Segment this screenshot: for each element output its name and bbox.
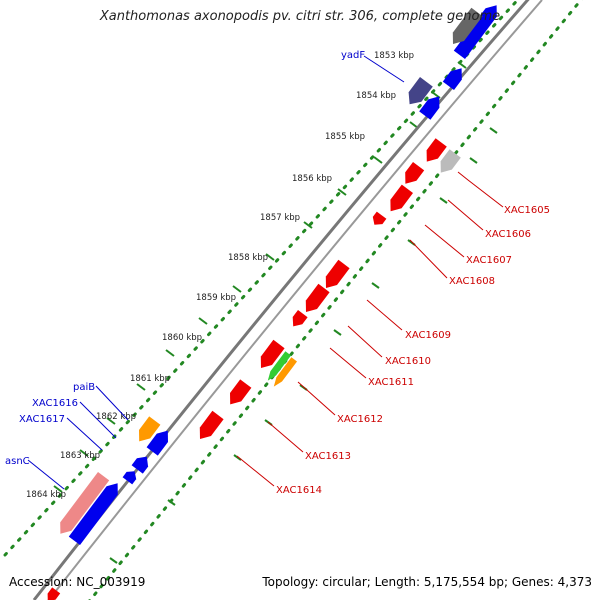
gene-forward[interactable] xyxy=(442,68,462,90)
label-connector xyxy=(447,199,484,231)
gene-label-XAC1613[interactable]: XAC1613 xyxy=(305,451,351,462)
gene-forward[interactable] xyxy=(68,483,118,545)
map-title: Xanthomonas axonopodis pv. citri str. 30… xyxy=(99,9,501,24)
label-connector xyxy=(347,325,383,358)
outer-dotted-guide xyxy=(88,0,583,600)
label-connector xyxy=(95,385,129,421)
label-connector xyxy=(267,421,304,453)
tick-mark xyxy=(469,157,478,164)
kbp-tick-label: 1857 kbp xyxy=(260,213,300,223)
gene-label-asnC[interactable]: asnC xyxy=(5,456,30,467)
accession-text: Accession: NC_003919 xyxy=(9,575,146,589)
label-connector xyxy=(66,417,103,451)
gene-reverse[interactable] xyxy=(260,339,285,368)
kbp-tick-label: 1854 kbp xyxy=(356,91,396,101)
tick-mark xyxy=(232,285,242,293)
tick-mark xyxy=(457,61,467,69)
gene-reverse[interactable] xyxy=(292,310,308,327)
gene-reverse[interactable] xyxy=(305,283,330,312)
gene-label-XAC1609[interactable]: XAC1609 xyxy=(405,330,451,341)
label-connector xyxy=(27,459,65,490)
kbp-tick-label: 1859 kbp xyxy=(196,293,236,303)
gene-label-XAC1614[interactable]: XAC1614 xyxy=(276,485,322,496)
gene-label-XAC1611[interactable]: XAC1611 xyxy=(368,377,414,388)
tick-mark xyxy=(303,221,313,229)
label-connector xyxy=(329,347,367,379)
label-connector xyxy=(363,55,405,83)
tick-mark xyxy=(489,127,498,134)
gene-label-XAC1605[interactable]: XAC1605 xyxy=(504,205,550,216)
gene-label-XAC1610[interactable]: XAC1610 xyxy=(385,356,431,367)
label-connector xyxy=(366,299,403,331)
gene-label-XAC1607[interactable]: XAC1607 xyxy=(466,255,512,266)
label-connector xyxy=(79,401,117,439)
kbp-tick-label: 1860 kbp xyxy=(162,333,202,343)
gene-reverse[interactable] xyxy=(405,162,425,184)
gene-asnC[interactable] xyxy=(60,472,110,534)
gene-forward[interactable] xyxy=(453,5,497,59)
gene-forward[interactable] xyxy=(146,430,168,456)
gene-reverse[interactable] xyxy=(199,410,224,439)
gene-reverse[interactable] xyxy=(372,211,387,225)
gene-label-paiB[interactable]: paiB xyxy=(73,382,95,393)
kbp-tick-label: 1855 kbp xyxy=(325,132,365,142)
kbp-tick-label: 1861 kbp xyxy=(130,374,170,384)
backbone-inner xyxy=(32,0,530,600)
gene-label-XAC1612[interactable]: XAC1612 xyxy=(337,414,383,425)
label-connector xyxy=(424,224,465,258)
tick-mark xyxy=(371,282,380,289)
gene-XAC1605[interactable] xyxy=(440,149,461,173)
gene-forward[interactable] xyxy=(122,471,137,485)
gene-forward[interactable] xyxy=(131,456,149,474)
kbp-tick-label: 1856 kbp xyxy=(292,174,332,184)
tick-mark xyxy=(439,197,448,204)
tick-mark xyxy=(53,485,63,493)
gene-yadF[interactable] xyxy=(408,77,433,105)
kbp-tick-label: 1862 kbp xyxy=(96,412,136,422)
gene-forward[interactable] xyxy=(419,96,440,120)
label-connector xyxy=(457,171,504,208)
label-connector xyxy=(236,455,275,487)
gene-reverse[interactable] xyxy=(325,259,350,288)
tick-mark xyxy=(265,253,275,261)
tick-mark xyxy=(136,383,146,391)
kbp-tick-label: 1853 kbp xyxy=(374,51,414,61)
kbp-tick-label: 1858 kbp xyxy=(228,253,268,263)
label-connector xyxy=(297,381,336,416)
tick-mark xyxy=(165,349,175,357)
gene-label-XAC1617[interactable]: XAC1617 xyxy=(19,414,65,425)
tick-mark xyxy=(109,557,118,564)
gene-paiB[interactable] xyxy=(139,416,161,442)
gene-reverse[interactable] xyxy=(390,184,413,212)
tick-mark xyxy=(198,317,208,325)
gene-label-yadF[interactable]: yadF xyxy=(341,50,365,61)
tick-mark xyxy=(337,188,347,196)
gene-reverse[interactable] xyxy=(230,379,252,405)
tick-mark xyxy=(167,499,176,506)
gene-label-XAC1608[interactable]: XAC1608 xyxy=(449,276,495,287)
backbone-outer xyxy=(47,0,543,600)
tick-mark xyxy=(373,156,383,164)
gene-XAC1612-alt[interactable] xyxy=(267,351,291,381)
gene-reverse[interactable] xyxy=(47,587,61,600)
gene-hypothetical[interactable] xyxy=(452,7,483,45)
gene-label-XAC1616[interactable]: XAC1616 xyxy=(32,398,78,409)
label-connector xyxy=(409,239,448,279)
tick-mark xyxy=(233,454,242,461)
kbp-tick-label: 1864 kbp xyxy=(26,490,66,500)
gene-label-XAC1606[interactable]: XAC1606 xyxy=(485,229,531,240)
tick-mark xyxy=(333,329,342,336)
kbp-tick-label: 1863 kbp xyxy=(60,451,100,461)
genome-summary-text: Topology: circular; Length: 5,175,554 bp… xyxy=(262,575,592,589)
tick-mark xyxy=(106,417,116,425)
inner-dotted-guide xyxy=(3,0,520,557)
tick-mark xyxy=(79,449,89,457)
gene-reverse[interactable] xyxy=(426,138,447,162)
gene-XAC1612[interactable] xyxy=(273,357,297,387)
